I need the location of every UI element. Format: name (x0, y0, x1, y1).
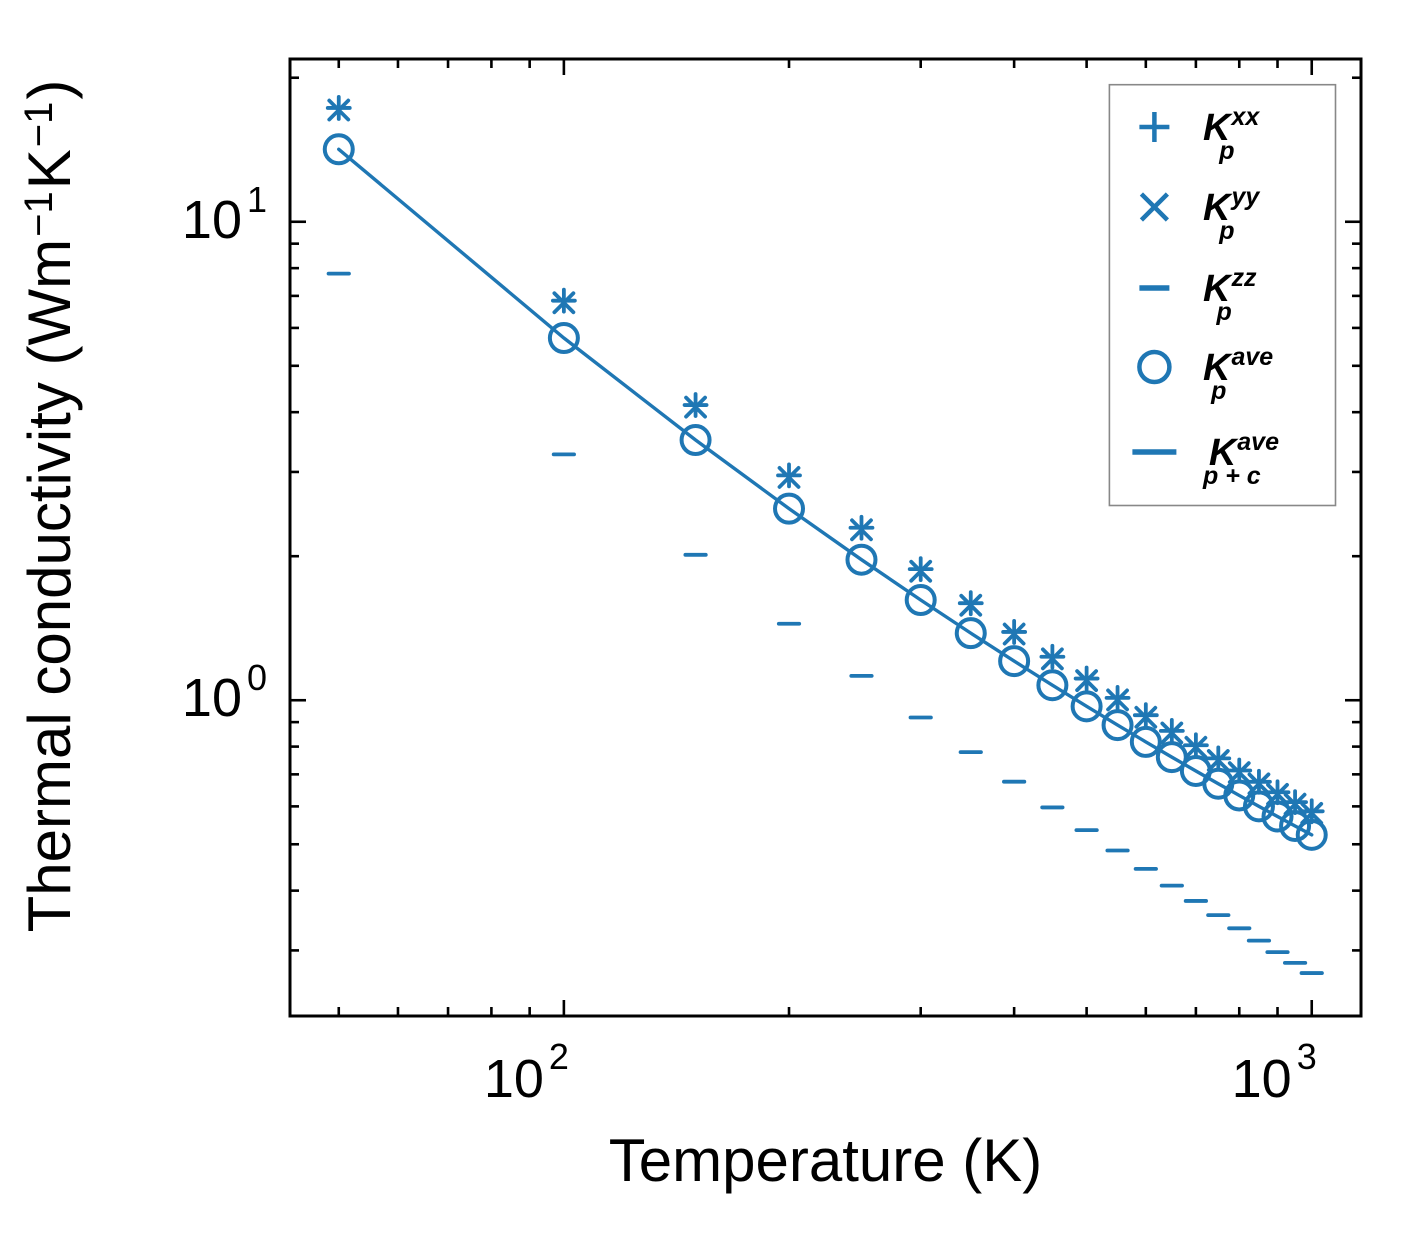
svg-text:10: 10 (182, 190, 242, 250)
svg-text:10: 10 (182, 668, 242, 728)
svg-text:Temperature (K): Temperature (K) (609, 1127, 1042, 1194)
svg-text:2: 2 (549, 1036, 569, 1077)
svg-text:1: 1 (247, 179, 267, 220)
svg-text:3: 3 (1297, 1036, 1317, 1077)
svg-text:0: 0 (247, 657, 267, 698)
svg-text:10: 10 (1232, 1049, 1292, 1109)
svg-text:10: 10 (484, 1049, 544, 1109)
